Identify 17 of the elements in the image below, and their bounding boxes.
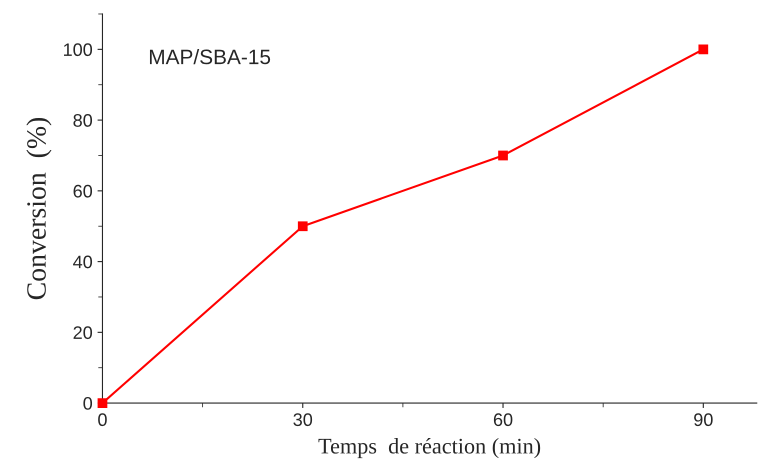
x-tick-label: 90	[694, 413, 713, 426]
x-axis-title: Temps de réaction (min)	[318, 438, 540, 458]
y-tick-label: 80	[73, 114, 92, 127]
point	[298, 221, 308, 232]
y-tick-label: 60	[74, 184, 92, 198]
y-tick-label: 20	[74, 326, 92, 340]
point	[98, 398, 108, 408]
point	[498, 150, 508, 160]
y-tick-label: 0	[83, 397, 92, 410]
y-tick-label: 100	[64, 43, 92, 56]
point	[698, 44, 708, 54]
y-tick-label: 40	[73, 256, 92, 268]
x-tick-label: 30	[293, 413, 312, 426]
y-axis-title: Conversion (%)	[26, 118, 52, 300]
x-tick-label: 0	[98, 413, 107, 426]
x-tick-label: 60	[494, 413, 512, 426]
annotation: MAP/SBA-15	[150, 49, 270, 64]
